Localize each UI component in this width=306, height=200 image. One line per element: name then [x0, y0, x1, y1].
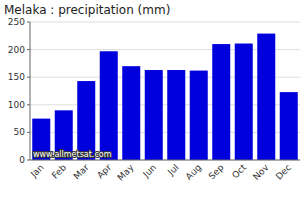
- bar: [190, 71, 208, 160]
- y-tick-label: 150: [8, 72, 25, 82]
- y-tick-label: 250: [8, 17, 25, 27]
- x-tick-label: Jan: [28, 162, 46, 180]
- chart: 0 50 100 150 200 250 JanFebMarAprMayJun Jul AugS…: [0, 0, 306, 200]
- bar: [280, 92, 298, 160]
- x-tick-label: Nov: [251, 162, 271, 182]
- bar: [212, 44, 230, 160]
- grid-line: [30, 22, 300, 23]
- bar: [77, 81, 95, 160]
- grid: [30, 22, 300, 160]
- y-axis: 0 50 100 150 200 250: [8, 17, 30, 165]
- grid-line: [30, 160, 300, 161]
- bar: [167, 70, 185, 160]
- x-tick-label: Dec: [274, 162, 293, 181]
- x-tick-label: Sep: [207, 162, 226, 181]
- x-tick-label: Jun: [140, 162, 158, 180]
- bar: [145, 70, 163, 160]
- bars: [32, 34, 298, 160]
- x-tick-label: Jul: [165, 162, 180, 177]
- title: Melaka : precipitation (mm): [4, 3, 170, 17]
- watermark: www.allmetsat.com: [33, 150, 112, 159]
- y-tick-label: 50: [14, 127, 26, 137]
- chart-container: 0 50 100 150 200 250 JanFebMarAprMayJun Jul AugS…: [0, 0, 306, 200]
- x-axis: JanFebMarAprMayJun Jul AugSepOctNovDec: [28, 162, 293, 183]
- x-axis-line: [30, 160, 300, 161]
- y-tick-label: 200: [8, 45, 25, 55]
- x-tick-label: Aug: [184, 162, 204, 182]
- x-tick-label: Feb: [50, 162, 69, 181]
- y-tick-label: 0: [19, 155, 25, 165]
- x-tick-label: Mar: [72, 162, 91, 181]
- x-tick-label: Apr: [95, 162, 113, 180]
- x-tick-label: May: [115, 162, 136, 183]
- y-tick-label: 100: [8, 100, 25, 110]
- bar: [100, 51, 118, 160]
- bar: [257, 34, 275, 160]
- x-tick-label: Oct: [230, 162, 248, 180]
- y-axis-line: [30, 22, 31, 160]
- bar: [235, 44, 253, 160]
- bar: [122, 66, 140, 160]
